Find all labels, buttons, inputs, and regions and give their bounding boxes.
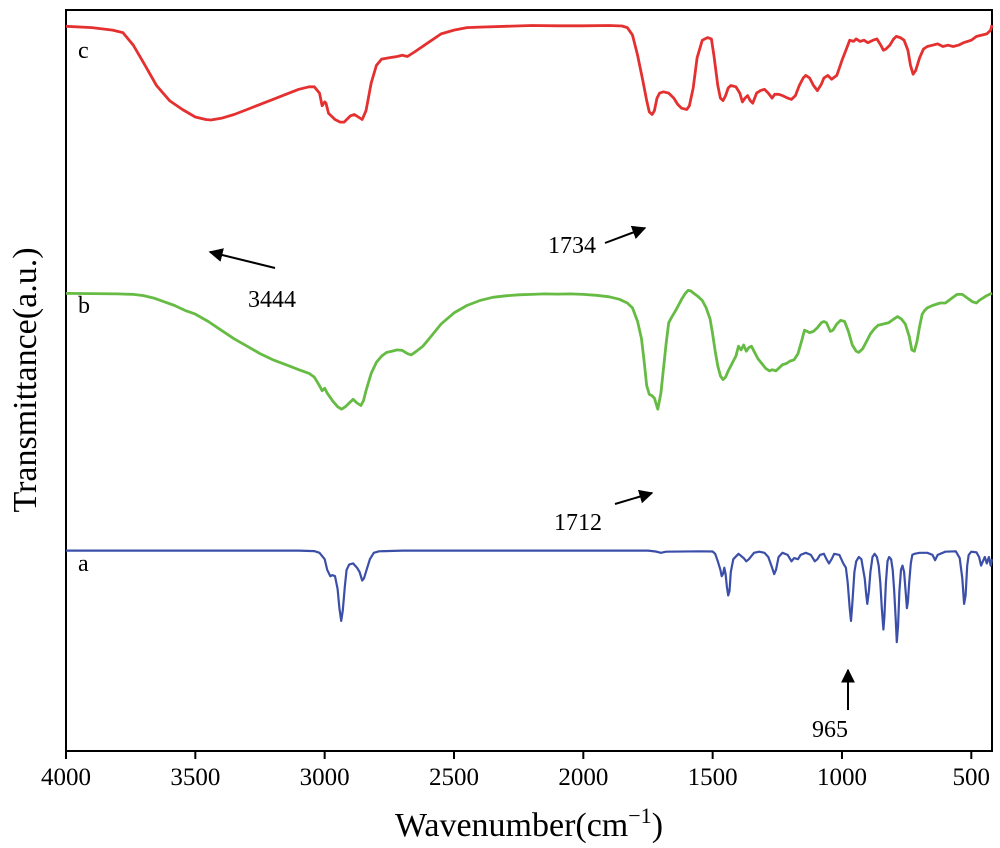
x-axis-title: Wavenumber(cm−1) (395, 803, 663, 844)
annotation-arrow (604, 225, 647, 244)
x-tick-label: 3000 (300, 764, 350, 791)
annotation-label: 965 (812, 717, 848, 743)
series-line-b (65, 289, 993, 411)
curve-label-a: a (78, 551, 89, 577)
x-tick-label: 2500 (429, 764, 479, 791)
annotation-label: 1712 (554, 510, 602, 536)
annotation-3444: 3444 (208, 248, 296, 313)
x-axis-ticks: 4000 3500 3000 2500 2000 1500 1000 500 (41, 751, 990, 791)
annotation-1734: 1734 (548, 225, 647, 259)
x-tick-label: 1500 (688, 764, 738, 791)
annotation-1712: 1712 (554, 489, 654, 536)
series-line-c (65, 24, 994, 124)
series-line-a (66, 549, 994, 644)
x-tick-label: 3500 (170, 764, 220, 791)
x-axis-title-superscript: −1 (628, 803, 651, 828)
x-tick-label: 500 (953, 764, 991, 791)
x-axis-title-close: ) (652, 807, 663, 844)
annotation-arrow (614, 489, 654, 505)
annotation-label: 3444 (248, 287, 296, 313)
annotation-965: 965 (812, 668, 855, 743)
annotation-arrow (208, 248, 276, 269)
x-tick-label: 1000 (817, 764, 867, 791)
x-tick-label: 4000 (41, 764, 91, 791)
x-tick-label: 2000 (558, 764, 608, 791)
curve-label-c: c (78, 38, 89, 64)
x-axis-title-text: Wavenumber(cm (395, 807, 628, 844)
plot-frame (65, 9, 993, 752)
annotation-label: 1734 (548, 233, 596, 259)
y-axis-title: Transmittance(a.u.) (7, 247, 44, 512)
series-layer (65, 24, 994, 644)
curve-label-b: b (78, 293, 90, 319)
